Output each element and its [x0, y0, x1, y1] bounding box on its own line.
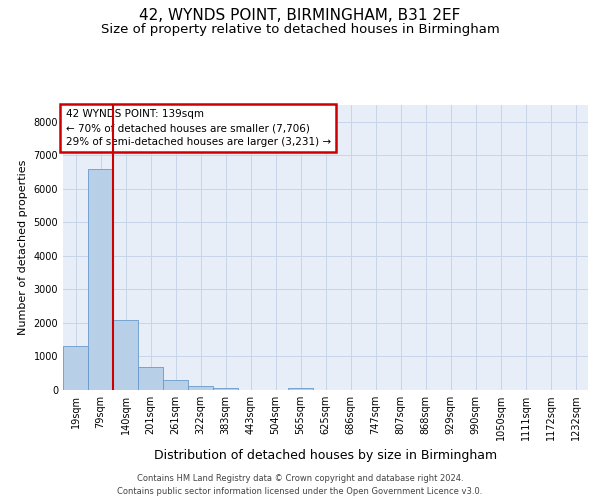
- Text: Size of property relative to detached houses in Birmingham: Size of property relative to detached ho…: [101, 22, 499, 36]
- Bar: [63, 346, 88, 390]
- X-axis label: Distribution of detached houses by size in Birmingham: Distribution of detached houses by size …: [154, 448, 497, 462]
- Bar: [163, 380, 188, 390]
- Text: 42, WYNDS POINT, BIRMINGHAM, B31 2EF: 42, WYNDS POINT, BIRMINGHAM, B31 2EF: [139, 8, 461, 22]
- Bar: [188, 386, 213, 390]
- Text: 42 WYNDS POINT: 139sqm
← 70% of detached houses are smaller (7,706)
29% of semi-: 42 WYNDS POINT: 139sqm ← 70% of detached…: [65, 110, 331, 148]
- Bar: [213, 388, 238, 390]
- Y-axis label: Number of detached properties: Number of detached properties: [18, 160, 28, 335]
- Bar: [138, 366, 163, 390]
- Bar: [88, 168, 113, 390]
- Bar: [288, 388, 313, 390]
- Bar: [113, 320, 138, 390]
- Text: Contains HM Land Registry data © Crown copyright and database right 2024.
Contai: Contains HM Land Registry data © Crown c…: [118, 474, 482, 496]
